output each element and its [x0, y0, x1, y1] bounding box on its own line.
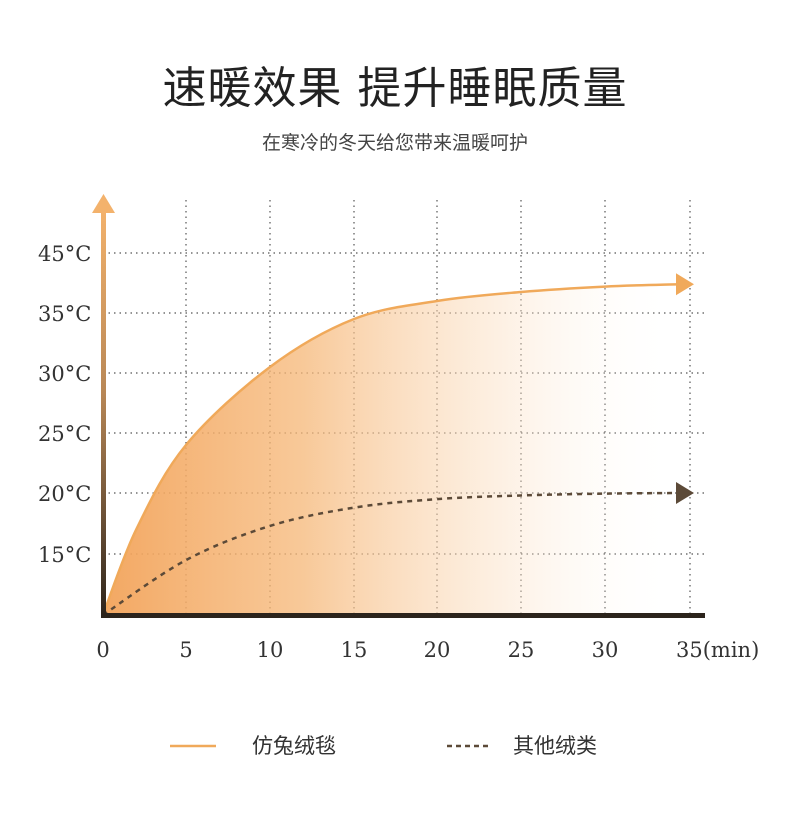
- x-tick-label: 25: [508, 638, 535, 662]
- x-tick-label: 5: [179, 638, 192, 662]
- x-tick-label: 35(min): [676, 638, 759, 662]
- series-2-line: [102, 491, 679, 617]
- y-tick-label: 15°C: [38, 543, 91, 567]
- page-subtitle: 在寒冷的冬天给您带来温暖呵护: [261, 132, 528, 154]
- series-1-arrow: [676, 273, 694, 296]
- y-axis-line: [101, 210, 106, 617]
- x-tick-label: 30: [592, 638, 619, 662]
- area-fill: [103, 284, 678, 615]
- x-tick-label: 0: [96, 638, 109, 662]
- x-tick-label: 10: [257, 638, 284, 662]
- y-tick-label: 45°C: [38, 242, 91, 266]
- legend-label-series-1: 仿兔绒毯: [252, 734, 336, 758]
- series-lines: [101, 273, 694, 617]
- axes: [92, 194, 705, 618]
- legend: 仿兔绒毯 其他绒类: [170, 734, 597, 758]
- series-2-arrow: [676, 482, 694, 504]
- page-title: 速暖效果 提升睡眠质量: [162, 63, 628, 114]
- tick-labels: 0 5 10 15 20 25 30 35(min) 15°C 20°C 25°C 30°C 35°C 4…: [38, 242, 759, 662]
- y-tick-label: 25°C: [38, 422, 91, 446]
- x-tick-label: 15: [341, 638, 368, 662]
- series-1-line: [101, 282, 679, 616]
- x-axis-line: [101, 613, 705, 618]
- y-axis-arrow: [92, 194, 115, 213]
- legend-label-series-2: 其他绒类: [513, 734, 597, 758]
- series-1-area: [103, 284, 678, 615]
- y-tick-label: 30°C: [38, 362, 91, 386]
- x-tick-label: 20: [424, 638, 451, 662]
- y-tick-label: 35°C: [38, 302, 91, 326]
- y-tick-label: 20°C: [38, 482, 91, 506]
